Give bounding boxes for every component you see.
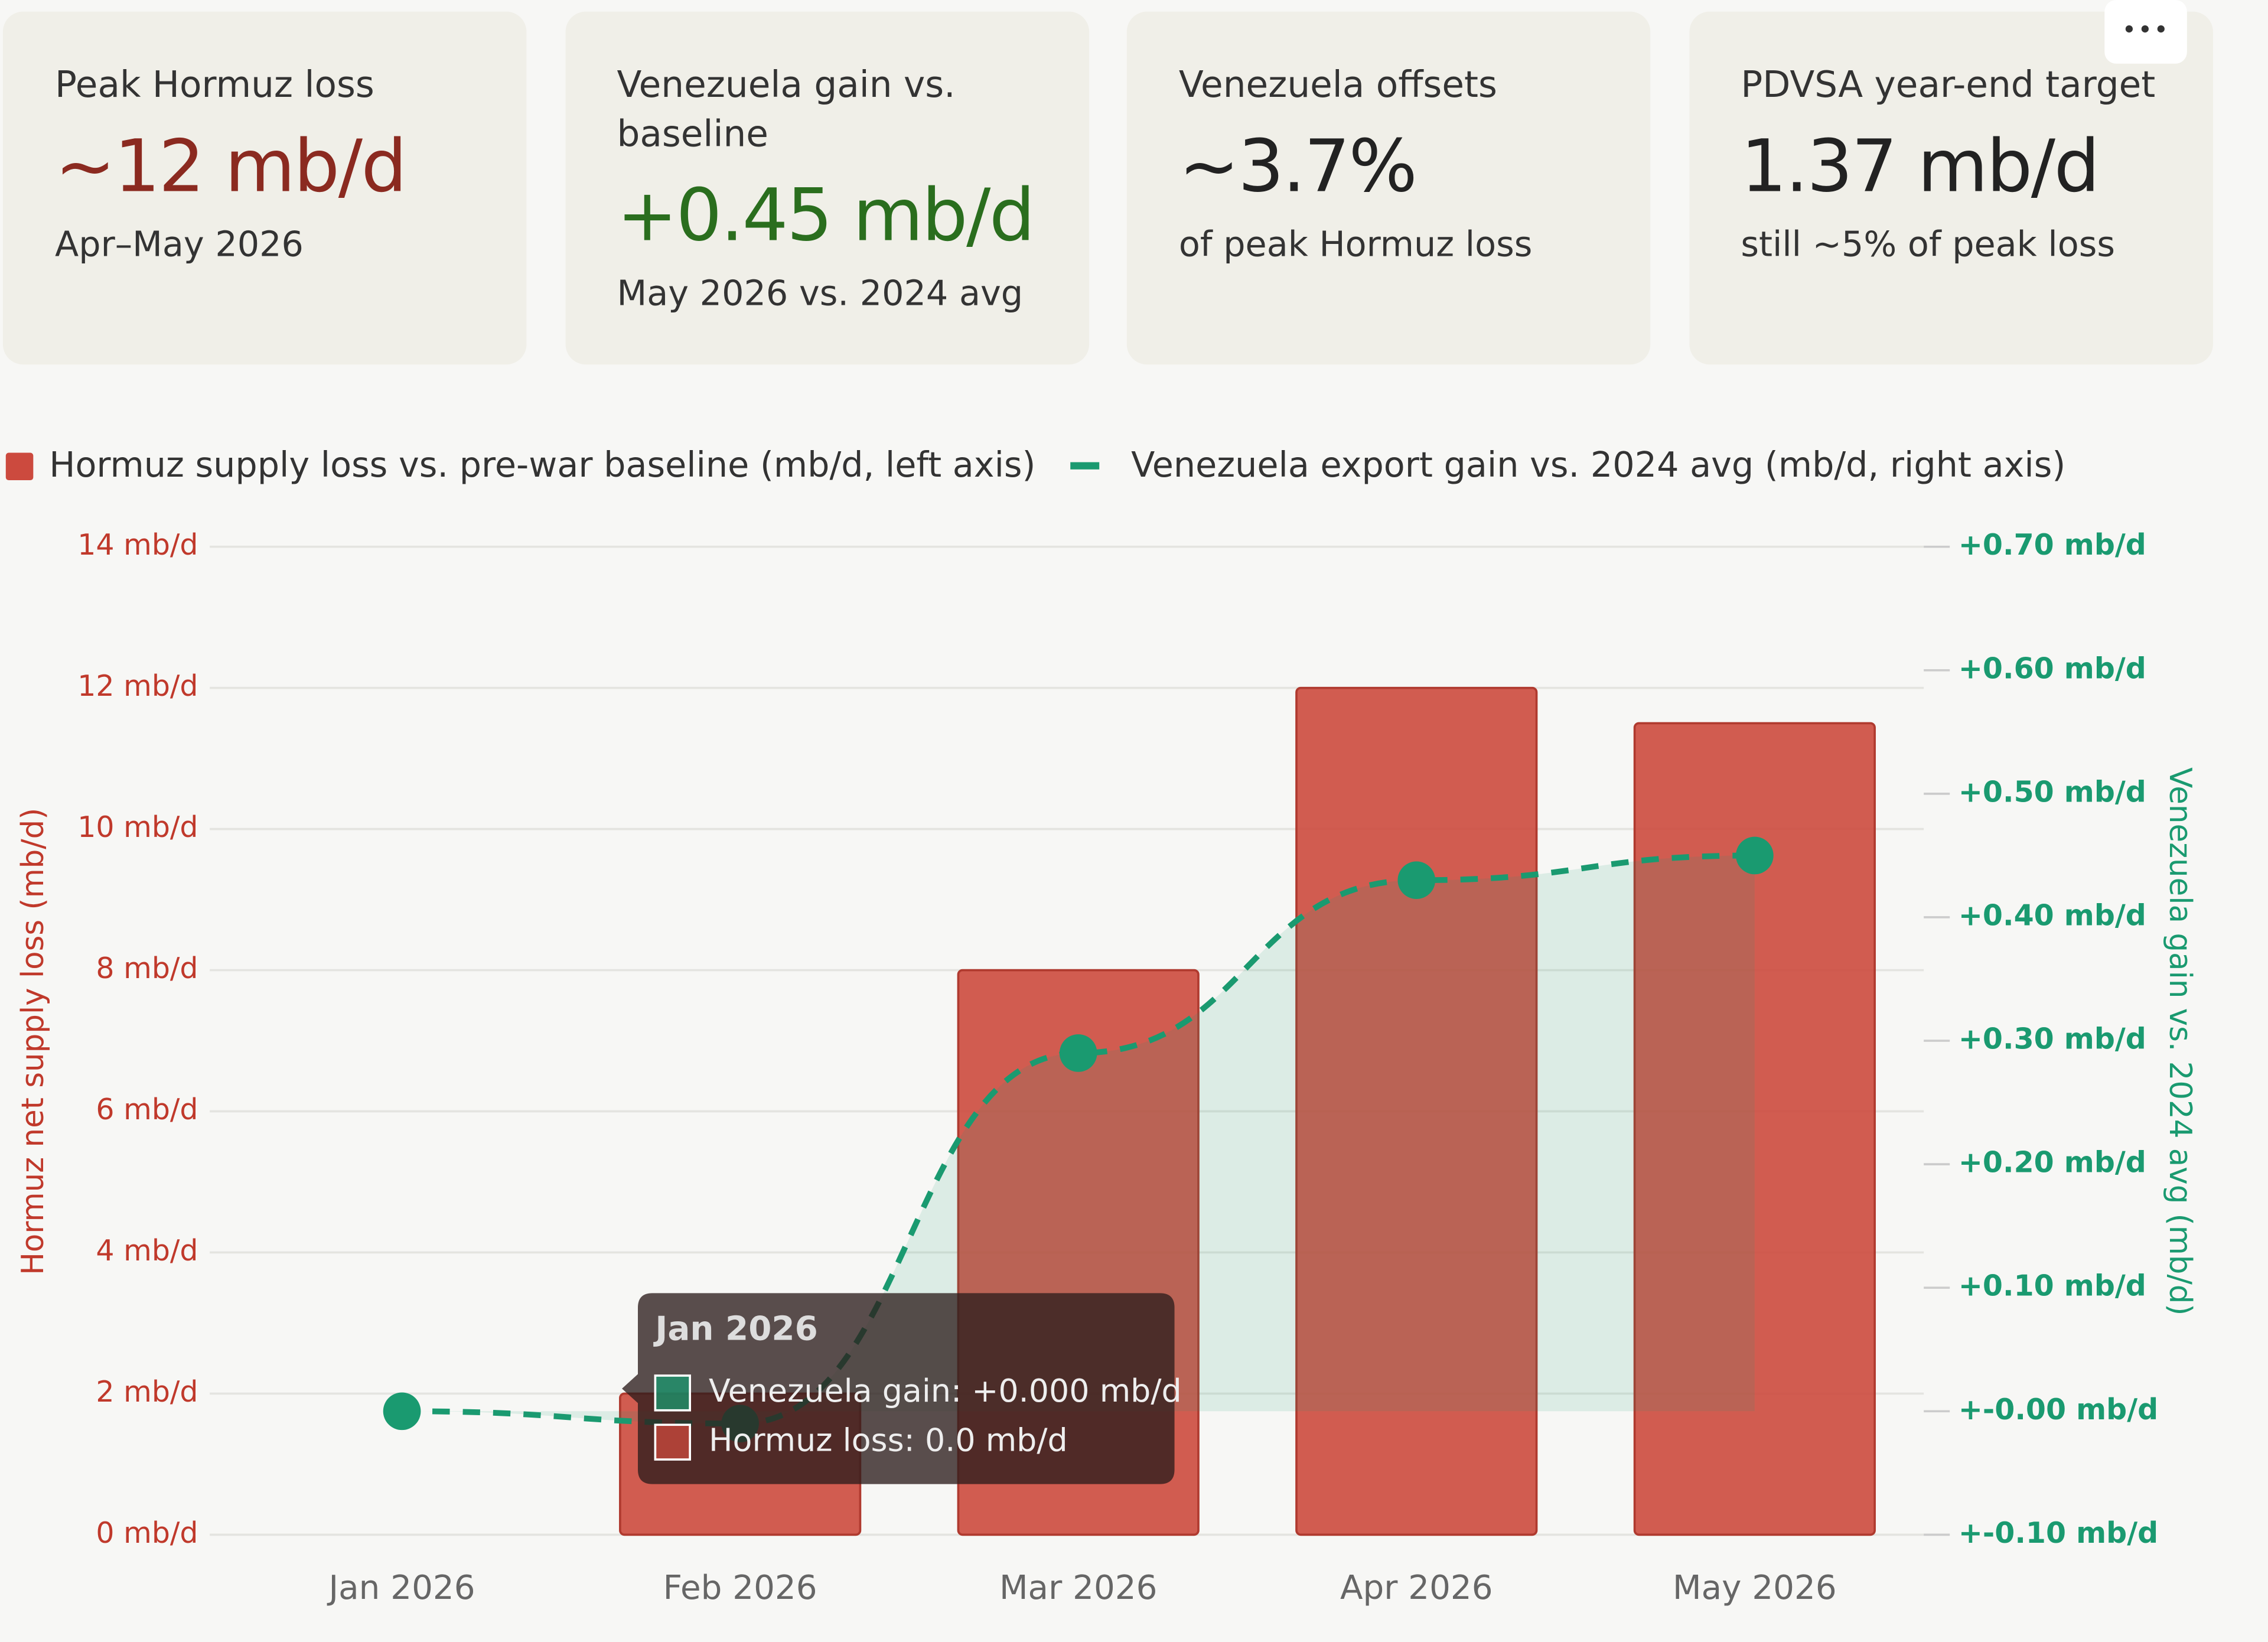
kpi-card: Venezuela gain vs. baseline +0.45 mb/d May… [565,11,1089,365]
bar [1295,686,1538,1536]
kpi-label: Peak Hormuz loss [55,63,374,106]
y2-tick-label: +0.30 mb/d [1959,1022,2146,1056]
kpi-card: Peak Hormuz loss ~12 mb/d Apr–May 2026 [2,11,527,365]
tooltip-item: Hormuz loss: 0.0 mb/d [709,1421,1068,1458]
line-point [383,1392,421,1431]
menu-dot [2141,25,2149,33]
y2-tick-label: +0.10 mb/d [1959,1269,2146,1303]
tooltip-box [622,1293,1175,1484]
kpi-value: ~12 mb/d [55,124,407,208]
legend-label: Hormuz supply loss vs. pre-war baseline … [49,444,1035,485]
kpi-label: PDVSA year-end target [1741,63,2156,106]
kpi-value: ~3.7% [1178,124,1418,208]
y2-tick-label: +0.70 mb/d [1959,528,2146,562]
menu-dot [2157,25,2165,33]
kpi-sub: May 2026 vs. 2024 avg [617,273,1024,314]
x-tick-label: May 2026 [1673,1569,1837,1607]
x-tick-label: Mar 2026 [999,1569,1157,1607]
x-tick-label: Jan 2026 [327,1569,475,1607]
kpi-value: +0.45 mb/d [617,173,1035,258]
line-point [1736,836,1774,875]
y-tick-label: 6 mb/d [96,1093,198,1126]
y2-tick-label: +0.20 mb/d [1959,1146,2146,1180]
kpi-sub: still ~5% of peak loss [1741,224,2115,265]
kpi-sub: Apr–May 2026 [55,224,304,265]
y-tick-label: 0 mb/d [96,1516,198,1550]
y2-tick-label: +-0.10 mb/d [1959,1516,2158,1550]
tooltip-item: Venezuela gain: +0.000 mb/d [709,1372,1182,1409]
y-tick-label: 4 mb/d [96,1234,198,1268]
y-tick-label: 8 mb/d [96,952,198,985]
kpi-value: 1.37 mb/d [1741,124,2100,208]
tooltip-swatch [654,1374,692,1412]
legend-swatch [5,452,34,481]
menu-dot [2125,25,2133,33]
x-tick-label: Feb 2026 [663,1569,817,1607]
y-tick-label: 2 mb/d [96,1375,198,1409]
bar [1633,722,1876,1536]
y2-tick-label: +0.50 mb/d [1959,775,2146,809]
line-area [402,855,1755,1424]
kpi-card: Venezuela offsets ~3.7% of peak Hormuz los… [1126,11,1651,365]
tooltip: Jan 2026 Venezuela gain: +0.000 mb/d Hormu… [622,1293,1182,1484]
y-tick-label: 12 mb/d [77,669,198,703]
y2-tick-label: +-0.00 mb/d [1959,1393,2158,1426]
kpi-label: Venezuela offsets [1178,63,1497,106]
y2-tick-label: +0.40 mb/d [1959,898,2146,932]
kpi-card: PDVSA year-end target 1.37 mb/d still ~5% … [1689,11,2212,365]
kpi-label: Venezuela gain vs. baseline [617,63,956,155]
y2-tick-label: +0.60 mb/d [1959,651,2146,685]
x-tick-label: Apr 2026 [1340,1569,1493,1607]
y-tick-label: 10 mb/d [77,810,198,844]
y-tick-label: 14 mb/d [77,528,198,562]
tooltip-title: Jan 2026 [653,1310,817,1348]
y-axis-title: Hormuz net supply loss (mb/d) [15,808,51,1275]
line-point [1059,1034,1097,1072]
tooltip-swatch [654,1423,692,1461]
kpi-sub: of peak Hormuz loss [1178,224,1533,265]
line-point [1397,861,1436,900]
legend-label: Venezuela export gain vs. 2024 avg (mb/d… [1131,444,2065,485]
y2-axis-title: Venezuela gain vs. 2024 avg (mb/d) [2162,767,2198,1315]
